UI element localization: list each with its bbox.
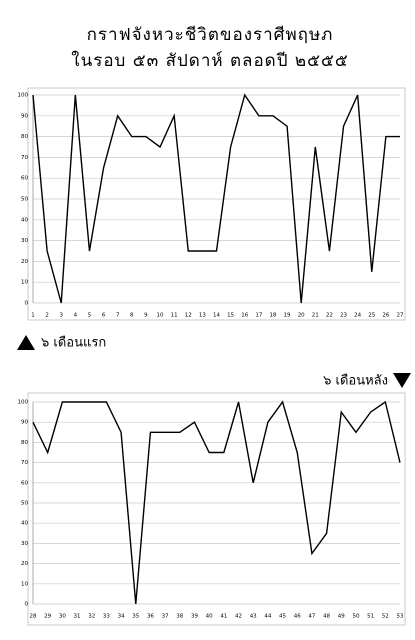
- y-tick-label: 70: [21, 460, 28, 466]
- y-tick-label: 80: [21, 440, 28, 446]
- x-tick-label: 27: [397, 313, 404, 319]
- x-tick-label: 35: [132, 614, 139, 620]
- y-tick-label: 10: [21, 581, 28, 587]
- title-line: กราฟจังหวะชีวิตของราศีพฤษภ: [87, 25, 334, 45]
- x-tick-label: 20: [298, 313, 305, 319]
- y-tick-label: 70: [21, 155, 28, 161]
- x-tick-label: 43: [250, 614, 257, 620]
- x-tick-label: 18: [269, 313, 276, 319]
- x-tick-label: 23: [340, 313, 347, 319]
- x-tick-label: 30: [59, 614, 66, 620]
- x-tick-label: 22: [326, 313, 333, 319]
- x-tick-label: 1: [31, 313, 35, 319]
- x-tick-label: 15: [227, 313, 234, 319]
- x-tick-label: 50: [352, 614, 359, 620]
- y-tick-label: 100: [18, 93, 29, 99]
- up-triangle: [17, 335, 35, 350]
- x-tick-label: 2: [45, 313, 49, 319]
- y-tick-label: 30: [21, 541, 28, 547]
- x-tick-label: 32: [88, 614, 95, 620]
- x-tick-label: 19: [284, 313, 291, 319]
- y-tick-label: 10: [21, 280, 28, 286]
- x-tick-label: 38: [176, 614, 183, 620]
- y-tick-label: 90: [21, 113, 28, 119]
- y-tick-label: 0: [25, 301, 29, 307]
- y-tick-label: 30: [21, 238, 28, 244]
- x-tick-label: 14: [213, 313, 220, 319]
- y-tick-label: 90: [21, 420, 28, 426]
- y-tick-label: 60: [21, 480, 28, 486]
- y-tick-label: 60: [21, 176, 28, 182]
- x-tick-label: 3: [59, 313, 63, 319]
- x-tick-label: 37: [162, 614, 169, 620]
- x-tick-label: 12: [185, 313, 192, 319]
- x-tick-label: 45: [279, 614, 286, 620]
- x-tick-label: 44: [264, 614, 271, 620]
- x-tick-label: 41: [220, 614, 227, 620]
- x-tick-label: 48: [323, 614, 330, 620]
- y-tick-label: 20: [21, 561, 28, 567]
- chart-caption: ๖ เดือนหลัง: [323, 373, 388, 389]
- x-tick-label: 5: [88, 313, 92, 319]
- data-line: [32, 400, 401, 605]
- x-tick-label: 52: [382, 614, 389, 620]
- x-tick-label: 33: [103, 614, 110, 620]
- x-tick-label: 13: [199, 313, 206, 319]
- x-tick-label: 17: [255, 313, 262, 319]
- y-tick-label: 40: [21, 217, 28, 223]
- y-tick-label: 50: [21, 197, 28, 203]
- x-tick-label: 28: [30, 614, 37, 620]
- x-tick-label: 51: [367, 614, 374, 620]
- down-triangle: [393, 373, 411, 388]
- x-tick-label: 7: [116, 313, 120, 319]
- data-line: [32, 93, 400, 304]
- chart-frame: [27, 87, 406, 321]
- x-tick-label: 25: [368, 313, 375, 319]
- x-tick-label: 26: [382, 313, 389, 319]
- x-tick-label: 31: [74, 614, 81, 620]
- y-tick-label: 20: [21, 259, 28, 265]
- x-tick-label: 21: [312, 313, 319, 319]
- x-tick-label: 49: [338, 614, 345, 620]
- x-tick-label: 6: [102, 313, 106, 319]
- x-tick-label: 42: [235, 614, 242, 620]
- x-tick-label: 4: [74, 313, 78, 319]
- y-tick-label: 50: [21, 501, 28, 507]
- x-tick-label: 36: [147, 614, 154, 620]
- chart-caption: ๖ เดือนแรก: [41, 335, 106, 351]
- y-tick-label: 40: [21, 521, 28, 527]
- x-tick-label: 47: [308, 614, 315, 620]
- x-tick-label: 53: [397, 614, 404, 620]
- y-tick-label: 80: [21, 134, 28, 140]
- x-tick-label: 46: [294, 614, 301, 620]
- y-tick-label: 0: [25, 602, 29, 608]
- chart-frame: [27, 392, 406, 626]
- x-tick-label: 24: [354, 313, 361, 319]
- y-tick-label: 100: [18, 400, 29, 406]
- x-tick-label: 8: [130, 313, 134, 319]
- x-tick-label: 9: [144, 313, 148, 319]
- x-tick-label: 11: [171, 313, 178, 319]
- x-tick-label: 34: [118, 614, 125, 620]
- x-tick-label: 16: [241, 313, 248, 319]
- x-tick-label: 10: [157, 313, 164, 319]
- x-tick-label: 39: [191, 614, 198, 620]
- title-line: ในรอบ ๕๓ สัปดาห์ ตลอดปี ๒๕๕๕: [71, 50, 348, 71]
- x-tick-label: 40: [206, 614, 213, 620]
- x-tick-label: 29: [44, 614, 51, 620]
